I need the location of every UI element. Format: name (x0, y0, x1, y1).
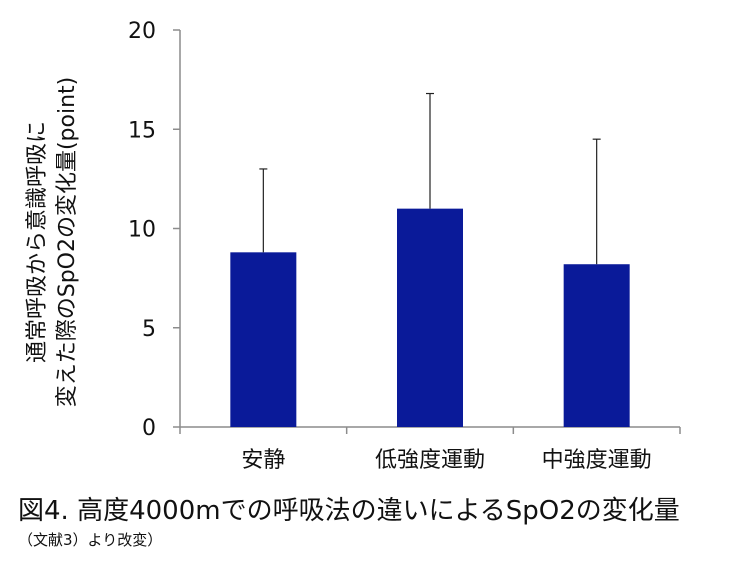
y-tick-label: 15 (128, 118, 156, 143)
y-tick-label: 5 (142, 317, 156, 342)
bar (397, 208, 463, 427)
figure-source-note: （文献3）より改変） (18, 531, 163, 549)
x-category-label: 中強度運動 (542, 448, 652, 473)
y-tick-label: 10 (128, 218, 156, 243)
x-category-label: 低強度運動 (375, 448, 485, 473)
y-axis-label: 通常呼吸から意識呼吸に 変えた際のSpO2の変化量(point) (23, 12, 93, 472)
chart: 0 5 10 15 20 安静 低強度運動 中強度運動 通常呼吸から意識呼吸に 変えた際のSp… (23, 12, 681, 473)
figure-caption: 図4. 高度4000mでの呼吸法の違いによるSpO2の変化量 (18, 496, 680, 526)
bar (230, 252, 297, 427)
y-tick-label: 0 (142, 416, 156, 441)
y-axis-label-line-1: 通常呼吸から意識呼吸に (25, 121, 50, 364)
bar (563, 264, 630, 427)
y-tick-label: 20 (128, 19, 156, 44)
bar-chart: 0 5 10 15 20 安静 低強度運動 中強度運動 (128, 19, 681, 473)
y-axis-label-line-2: 変えた際のSpO2の変化量(point) (55, 76, 80, 408)
x-category-label: 安静 (241, 448, 285, 473)
